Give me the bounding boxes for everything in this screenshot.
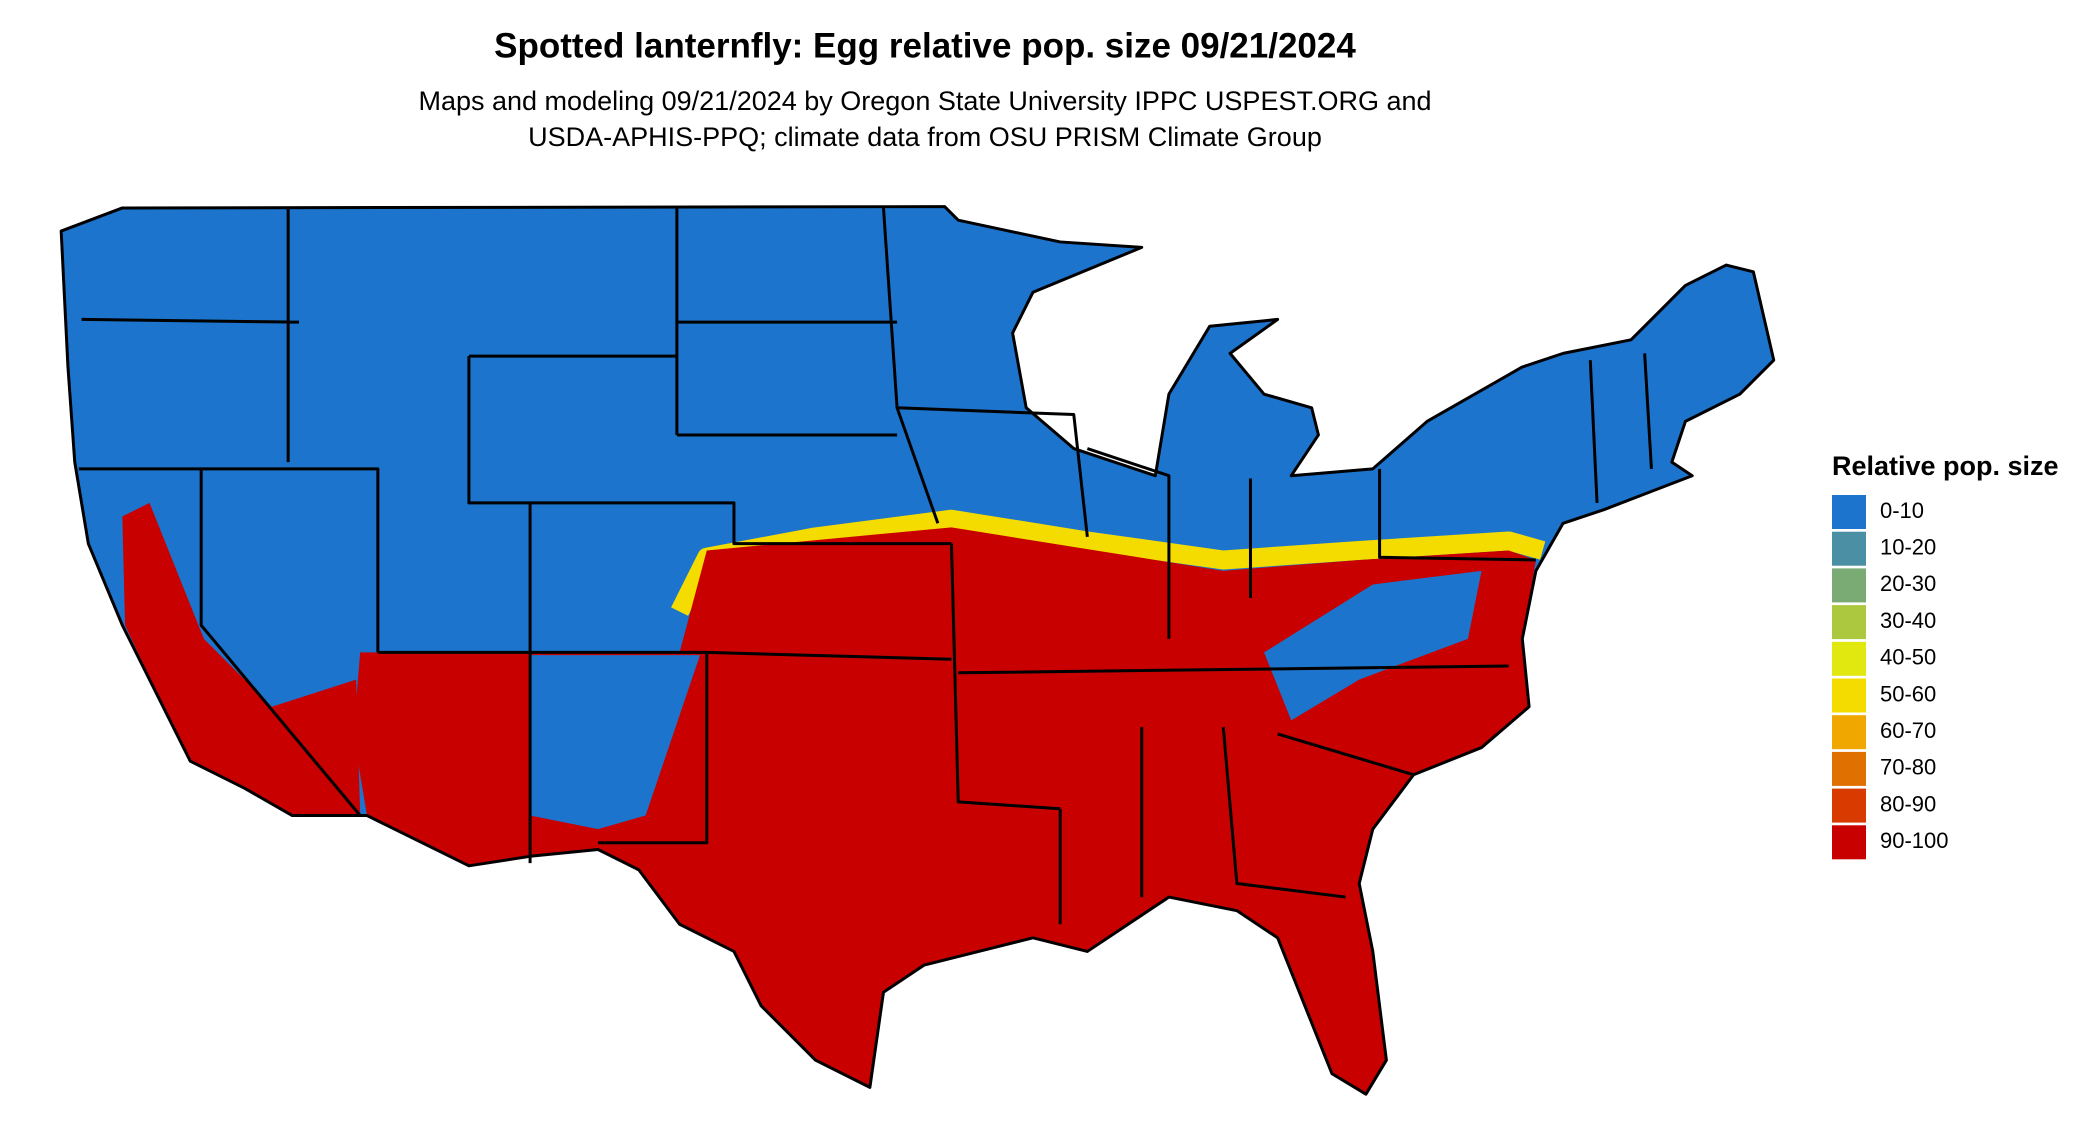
legend-label: 20-30 [1880, 571, 1936, 596]
legend-label: 70-80 [1880, 755, 1936, 780]
subtitle: Maps and modeling 09/21/2024 by Oregon S… [418, 86, 1431, 116]
low-region [530, 655, 700, 830]
state-borders [78, 207, 1653, 925]
legend-label: 90-100 [1880, 828, 1949, 853]
high-region [122, 502, 361, 816]
title: Spotted lanternfly: Egg relative pop. si… [494, 26, 1356, 65]
legend-swatch [1832, 641, 1866, 676]
legend-swatch [1832, 531, 1866, 566]
country-border [59, 205, 1776, 1096]
legend-label: 50-60 [1880, 681, 1936, 706]
legend: 0-10 10-20 20-30 30-40 40-50 50-60 60-70 70-80 8… [1832, 495, 1949, 860]
legend-swatch [1832, 678, 1866, 713]
legend-title: Relative pop. size [1832, 451, 2059, 481]
us-map [59, 205, 1776, 1096]
subtitle: USDA-APHIS-PPQ; climate data from OSU PR… [528, 122, 1322, 152]
legend-label: 0-10 [1880, 498, 1924, 523]
legend-label: 40-50 [1880, 645, 1936, 670]
legend-swatch [1832, 495, 1866, 529]
legend-swatch [1832, 605, 1866, 640]
legend-label: 30-40 [1880, 608, 1936, 633]
legend-label: 60-70 [1880, 718, 1936, 743]
legend-swatch [1832, 568, 1866, 603]
legend-swatch [1832, 788, 1866, 823]
legend-swatch [1832, 751, 1866, 786]
legend-label: 80-90 [1880, 791, 1936, 816]
legend-swatch [1832, 825, 1866, 860]
legend-swatch [1832, 715, 1866, 750]
low-region [1264, 570, 1482, 721]
legend-label: 10-20 [1880, 535, 1936, 560]
